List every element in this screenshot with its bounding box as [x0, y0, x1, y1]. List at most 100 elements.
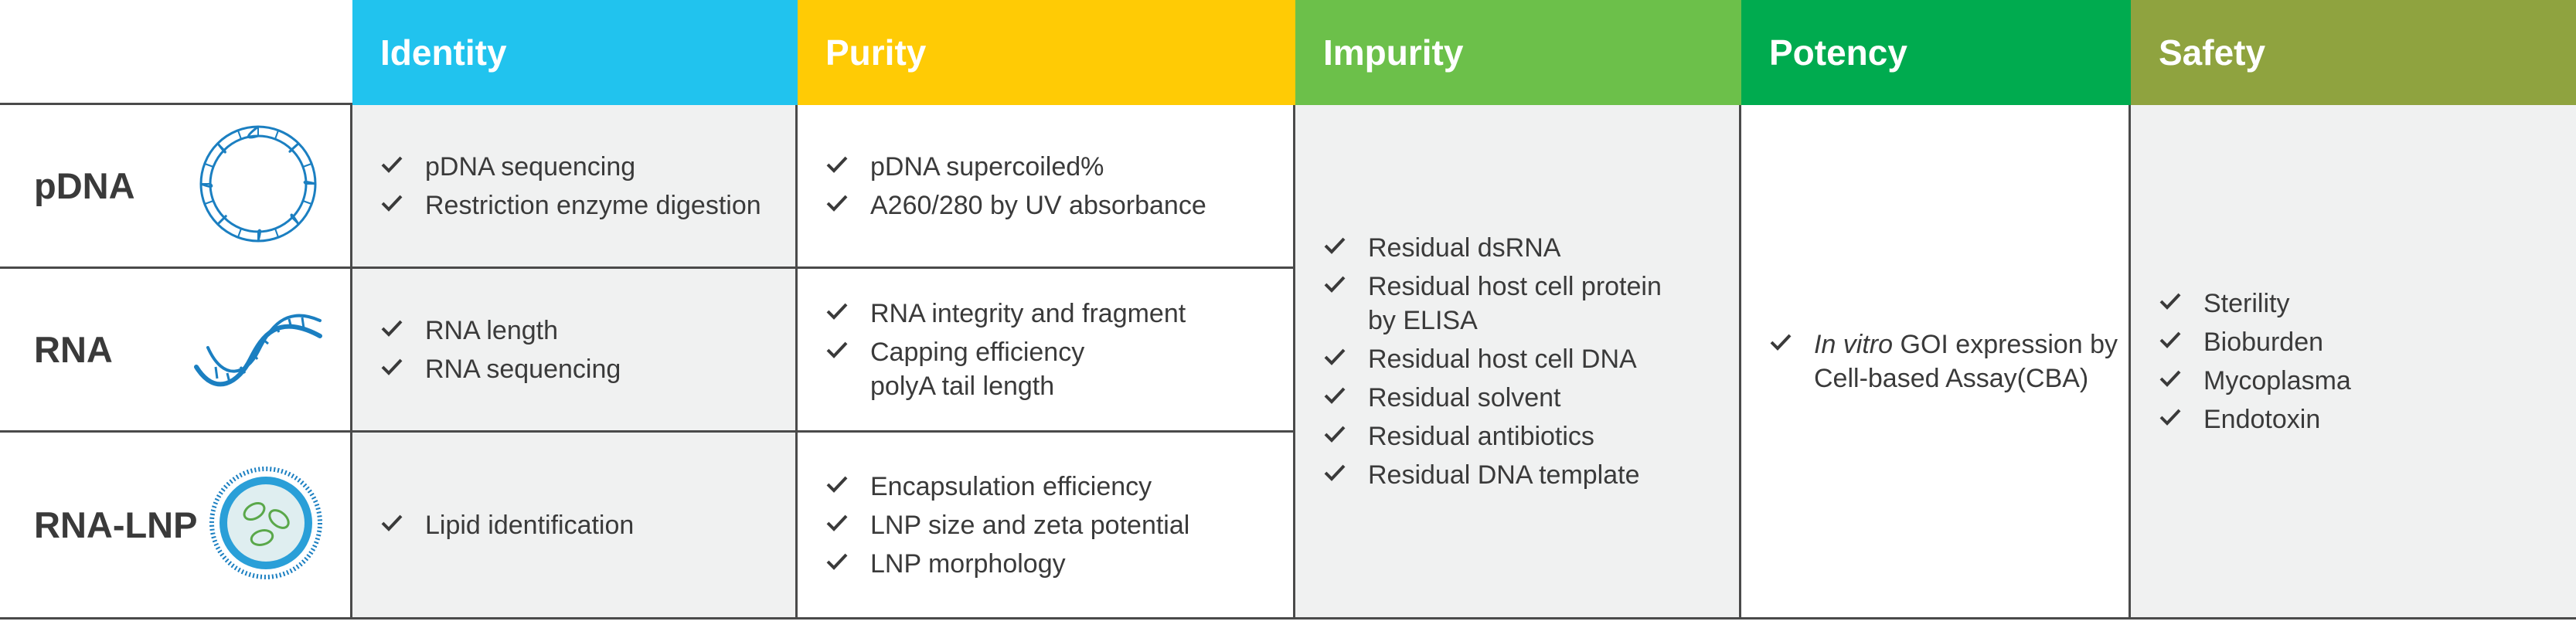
list-item-text: Encapsulation efficiency	[870, 471, 1152, 501]
list-item: Endotoxin	[2159, 402, 2576, 436]
list-item-text: Residual antibiotics	[1368, 421, 1594, 451]
checklist: Lipid identification	[380, 504, 795, 547]
list-item-text: RNA integrity and fragment	[870, 298, 1186, 328]
list-item-text: RNA length	[425, 315, 558, 345]
list-item-text: Mycoplasma	[2203, 365, 2351, 395]
check-icon	[380, 357, 407, 380]
checklist: Sterility Bioburden Mycoplasma Endotoxin	[2159, 282, 2576, 441]
list-item-text: Residual host cell protein	[1368, 271, 1662, 301]
row-label-text: RNA-LNP	[34, 504, 198, 545]
row-label-rna-lnp: RNA-LNP	[0, 433, 352, 620]
check-icon	[380, 193, 407, 216]
list-item-text: Endotoxin	[2203, 404, 2321, 434]
list-item-text: RNA sequencing	[425, 354, 621, 384]
list-item: LNP morphology	[825, 547, 1293, 581]
check-icon	[1323, 347, 1349, 370]
list-item-text: pDNA sequencing	[425, 151, 636, 182]
circular-dna-icon	[192, 118, 324, 253]
list-item-text: A260/280 by UV absorbance	[870, 190, 1206, 220]
header-impurity: Impurity	[1295, 0, 1741, 105]
check-icon	[825, 193, 852, 216]
list-item: Residual host cell protein by ELISA	[1323, 270, 1739, 338]
checklist: Residual dsRNA Residual host cell protei…	[1323, 226, 1739, 497]
check-icon	[825, 301, 852, 324]
list-item: pDNA supercoiled%	[825, 150, 1293, 184]
check-icon	[2159, 407, 2185, 430]
row-label-text: pDNA	[34, 165, 135, 206]
list-item: Residual DNA template	[1323, 458, 1739, 492]
list-item-text: Residual host cell DNA	[1368, 344, 1637, 374]
check-icon	[2159, 291, 2185, 314]
list-item-text: Residual solvent	[1368, 382, 1561, 412]
check-icon	[380, 154, 407, 178]
list-item: Lipid identification	[380, 508, 795, 542]
check-icon	[1323, 424, 1349, 447]
list-item: In vitro GOI expression by Cell-based Ass…	[1769, 328, 2129, 395]
check-icon	[825, 474, 852, 497]
check-icon	[825, 154, 852, 178]
cell-impurity: Residual dsRNA Residual host cell protei…	[1295, 105, 1741, 620]
potency-text: GOI expression by	[1893, 329, 2118, 359]
potency-text-line2: Cell-based Assay(CBA)	[1814, 363, 2089, 393]
cell-rna-identity: RNA length RNA sequencing	[352, 269, 798, 433]
list-item: RNA sequencing	[380, 352, 795, 386]
header-purity: Purity	[798, 0, 1295, 105]
check-icon	[2159, 368, 2185, 392]
list-item: Encapsulation efficiency	[825, 470, 1293, 504]
list-item-text-continued: by ELISA	[1368, 305, 1478, 335]
list-item-text-continued: polyA tail length	[870, 371, 1055, 401]
checklist: pDNA sequencing Restriction enzyme diges…	[380, 145, 795, 227]
list-item-text: Residual dsRNA	[1368, 233, 1561, 263]
cell-rna-lnp-identity: Lipid identification	[352, 433, 798, 620]
list-item-text: Restriction enzyme digestion	[425, 190, 761, 220]
check-icon	[825, 552, 852, 575]
list-item: RNA integrity and fragment	[825, 297, 1293, 331]
header-safety: Safety	[2131, 0, 2576, 105]
header-potency: Potency	[1741, 0, 2131, 105]
list-item-text: Sterility	[2203, 288, 2290, 318]
list-item: pDNA sequencing	[380, 150, 795, 184]
list-item-text: LNP size and zeta potential	[870, 510, 1190, 540]
list-item: Capping efficiency polyA tail length	[825, 335, 1293, 403]
list-item-text: Lipid identification	[425, 510, 635, 540]
row-label-pdna: pDNA	[0, 105, 352, 269]
list-item-text: Bioburden	[2203, 327, 2324, 357]
row-label-rna: RNA	[0, 269, 352, 433]
cell-pdna-identity: pDNA sequencing Restriction enzyme diges…	[352, 105, 798, 269]
potency-italic-text: In vitro	[1814, 329, 1894, 359]
list-item: Bioburden	[2159, 325, 2576, 359]
list-item: RNA length	[380, 314, 795, 348]
check-icon	[825, 513, 852, 536]
check-icon	[1323, 274, 1349, 297]
check-icon	[1323, 236, 1349, 259]
checklist: In vitro GOI expression by Cell-based Ass…	[1769, 323, 2129, 400]
cell-safety: Sterility Bioburden Mycoplasma Endotoxin	[2131, 105, 2576, 620]
checklist: pDNA supercoiled% A260/280 by UV absorba…	[825, 145, 1293, 227]
list-item: Residual antibiotics	[1323, 419, 1739, 453]
check-icon	[1769, 332, 1795, 355]
list-item: Sterility	[2159, 287, 2576, 321]
check-icon	[1323, 463, 1349, 486]
list-item: Residual solvent	[1323, 381, 1739, 415]
list-item: Residual dsRNA	[1323, 231, 1739, 265]
cell-rna-lnp-purity: Encapsulation efficiency LNP size and ze…	[798, 433, 1295, 620]
check-icon	[2159, 330, 2185, 353]
list-item: Restriction enzyme digestion	[380, 188, 795, 222]
list-item-text: pDNA supercoiled%	[870, 151, 1104, 182]
check-icon	[1323, 385, 1349, 409]
check-icon	[380, 513, 407, 536]
checklist: RNA length RNA sequencing	[380, 309, 795, 391]
check-icon	[825, 340, 852, 363]
checklist: Encapsulation efficiency LNP size and ze…	[825, 465, 1293, 586]
cell-pdna-purity: pDNA supercoiled% A260/280 by UV absorba…	[798, 105, 1295, 269]
list-item: Residual host cell DNA	[1323, 342, 1739, 376]
list-item-text: LNP morphology	[870, 548, 1066, 579]
list-item: LNP size and zeta potential	[825, 508, 1293, 542]
checklist: RNA integrity and fragment Capping effic…	[825, 292, 1293, 408]
header-identity: Identity	[352, 0, 798, 105]
row-label-text: RNA	[34, 329, 113, 370]
check-icon	[380, 318, 407, 341]
rna-strand-icon	[192, 305, 324, 394]
list-item-text: Residual DNA template	[1368, 460, 1640, 490]
